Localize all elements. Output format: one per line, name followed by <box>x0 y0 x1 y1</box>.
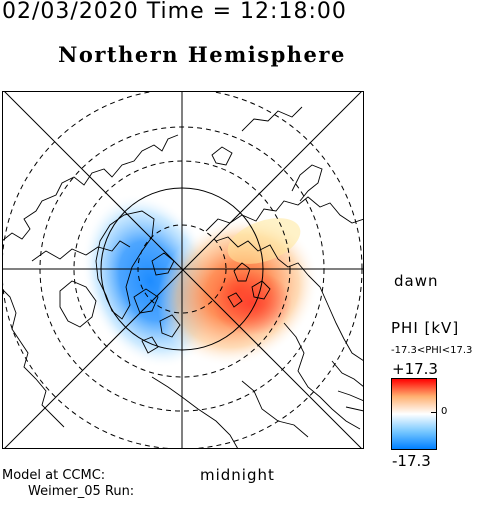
dawn-yellow-band <box>227 218 301 264</box>
coastlines <box>2 106 364 449</box>
colorbar-title: PHI [kV] <box>391 319 460 337</box>
midnight-label: midnight <box>200 466 275 484</box>
map-frame <box>2 91 364 449</box>
datetime-title: 02/03/2020 Time = 12:18:00 <box>2 0 347 24</box>
colorbar-range: -17.3<PHI<17.3 <box>391 345 473 356</box>
colorbar-min-label: -17.3 <box>392 452 431 470</box>
dawn-label: dawn <box>394 272 439 290</box>
colorbar-max-label: +17.3 <box>392 360 438 378</box>
hemisphere-title: Northern Hemisphere <box>58 42 346 67</box>
colorbar <box>391 378 437 450</box>
colorbar-zero-label: 0 <box>441 406 448 417</box>
meridian-diagonal <box>3 91 363 449</box>
polar-map <box>2 91 364 449</box>
model-label: Model at CCMC: <box>2 468 106 483</box>
colorbar-zero-tick <box>431 412 436 413</box>
run-label: Weimer_05 Run: <box>28 484 135 499</box>
